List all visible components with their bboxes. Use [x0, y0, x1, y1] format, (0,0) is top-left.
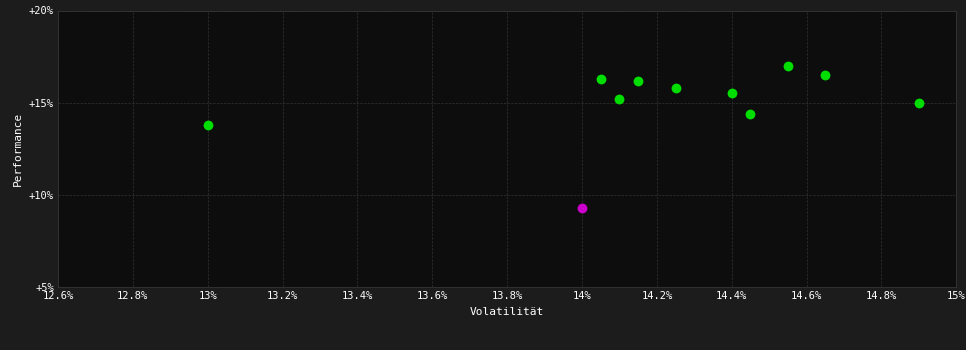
Point — [593, 76, 609, 82]
Point — [911, 100, 926, 105]
Point — [743, 111, 758, 117]
Point — [631, 78, 646, 83]
Point — [200, 122, 215, 128]
Point — [724, 91, 739, 96]
Point — [668, 85, 683, 91]
X-axis label: Volatilität: Volatilität — [470, 307, 544, 317]
Point — [611, 96, 627, 102]
Point — [817, 72, 833, 78]
Y-axis label: Performance: Performance — [14, 112, 23, 186]
Point — [781, 63, 796, 69]
Point — [574, 205, 589, 211]
